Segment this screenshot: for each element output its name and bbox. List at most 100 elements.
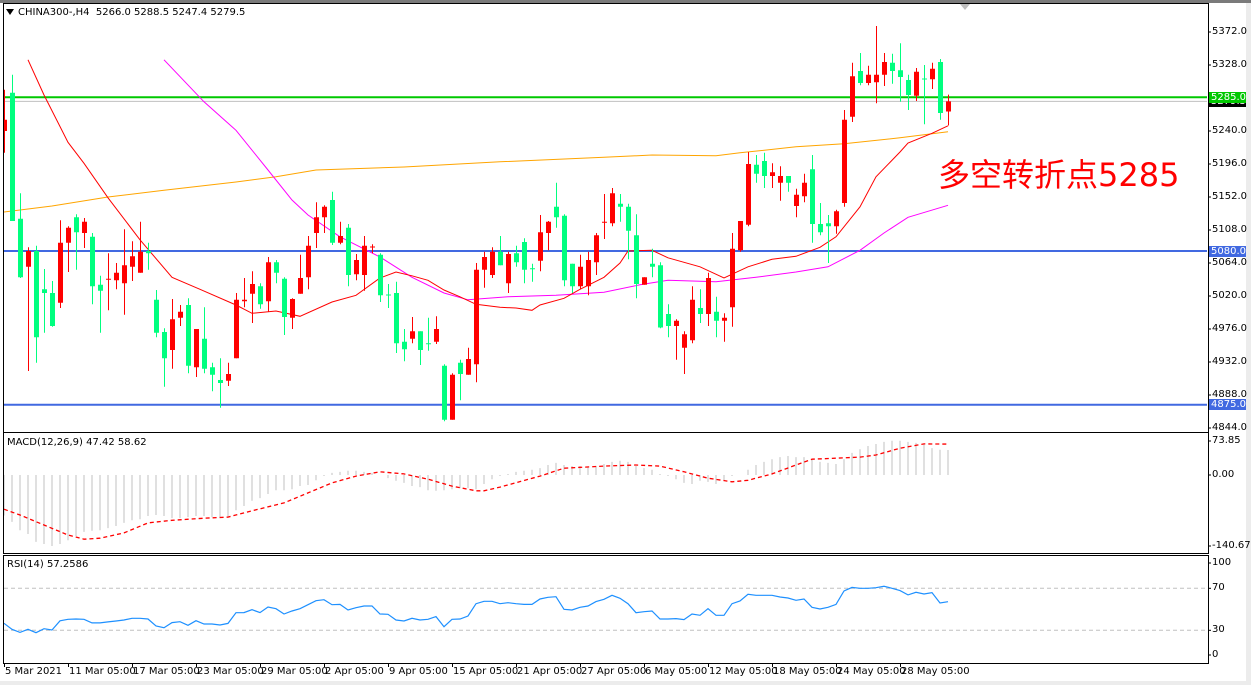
candle-body <box>578 266 583 287</box>
ohlc-values: 5266.0 5288.5 5247.4 5279.5 <box>95 7 246 18</box>
candle-body <box>914 71 919 96</box>
candle <box>642 277 647 285</box>
candle <box>850 62 855 122</box>
time-axis-label: 6 May 05:00 <box>645 666 708 677</box>
candle <box>10 74 15 221</box>
candle-body <box>362 245 367 275</box>
candle <box>354 254 359 281</box>
candle-body <box>610 193 615 224</box>
candle <box>818 203 823 236</box>
time-axis-label: 29 Mar 05:00 <box>261 666 328 677</box>
candle <box>74 214 79 270</box>
candle <box>242 278 247 308</box>
panel-frames <box>3 3 1209 664</box>
candle-body <box>882 62 887 75</box>
candle-body <box>722 317 727 321</box>
candle <box>122 229 127 315</box>
dropdown-triangle-icon[interactable] <box>6 9 14 15</box>
candle <box>90 233 95 305</box>
candle-body <box>490 251 495 275</box>
price-axis-label: 5240.0 <box>1212 125 1247 136</box>
candle <box>858 53 863 86</box>
candle-body <box>250 284 255 294</box>
candle-body <box>138 251 143 273</box>
candle-body <box>938 62 943 113</box>
rsi-axis-label: 30 <box>1212 624 1225 636</box>
candle <box>802 173 807 203</box>
candle <box>762 152 767 188</box>
candle-body <box>818 224 823 233</box>
candle-body <box>778 176 783 183</box>
candle-body <box>82 221 87 233</box>
candle-body <box>106 278 111 280</box>
candle <box>938 59 943 120</box>
candle-body <box>442 365 447 420</box>
candle <box>554 182 559 228</box>
time-axis-label: 11 Mar 05:00 <box>69 666 136 677</box>
candle-body <box>34 251 39 338</box>
candle <box>770 163 775 188</box>
candle <box>914 68 919 101</box>
candle <box>506 251 511 293</box>
candle <box>474 263 479 383</box>
pivot-annotation: 多空转折点5285 <box>938 156 1180 194</box>
candle <box>386 284 391 308</box>
candle-body <box>762 161 767 176</box>
candle <box>706 272 711 326</box>
candle-body <box>114 272 119 281</box>
candle-body <box>794 194 799 206</box>
candle-body <box>834 211 839 227</box>
candle <box>698 289 703 323</box>
candle <box>906 74 911 110</box>
moving-averages <box>4 59 949 317</box>
macd-axis-label: -140.67 <box>1212 540 1251 551</box>
candle <box>282 277 287 335</box>
candle <box>258 283 263 309</box>
candle <box>322 205 327 233</box>
candle <box>266 257 271 312</box>
candle-body <box>266 262 271 302</box>
candle-body <box>282 278 287 317</box>
candle <box>746 152 751 227</box>
candle <box>690 286 695 344</box>
candle-body <box>666 314 671 326</box>
price-axis-label: 5196.0 <box>1212 158 1247 169</box>
candle <box>250 271 255 323</box>
pivot-level-tag: 5285.0 <box>1209 91 1246 103</box>
candle <box>810 155 815 243</box>
candle <box>610 188 615 227</box>
candle-body <box>370 246 375 248</box>
candle-body <box>338 236 343 243</box>
candle-body <box>122 265 127 284</box>
candle-body <box>786 176 791 183</box>
candle <box>194 329 199 377</box>
time-axis-label: 17 Mar 05:00 <box>133 666 200 677</box>
candle-body <box>706 278 711 314</box>
candle <box>890 53 895 84</box>
window-right-edge <box>1246 3 1251 685</box>
candle-body <box>218 380 223 383</box>
candle <box>410 317 415 344</box>
time-axis-label: 9 Apr 05:00 <box>389 666 448 677</box>
candle <box>314 202 319 248</box>
candle-body <box>802 182 807 197</box>
candle-body <box>474 269 479 365</box>
chart-shift-marker-icon[interactable] <box>960 4 970 10</box>
candle <box>674 319 679 360</box>
candle-body <box>458 362 463 374</box>
candle <box>306 236 311 290</box>
candle-body <box>298 278 303 294</box>
candle <box>834 209 839 234</box>
candle-body <box>66 227 71 243</box>
candle-body <box>186 305 191 366</box>
candle <box>402 329 407 362</box>
price-axis-label: 5372.0 <box>1212 26 1247 37</box>
candle-body <box>42 289 47 293</box>
candle <box>146 242 151 270</box>
candle-body <box>90 236 95 287</box>
candle-body <box>482 257 487 270</box>
candle <box>538 215 543 272</box>
window-top-border <box>0 0 1251 3</box>
candle-body <box>682 334 687 348</box>
